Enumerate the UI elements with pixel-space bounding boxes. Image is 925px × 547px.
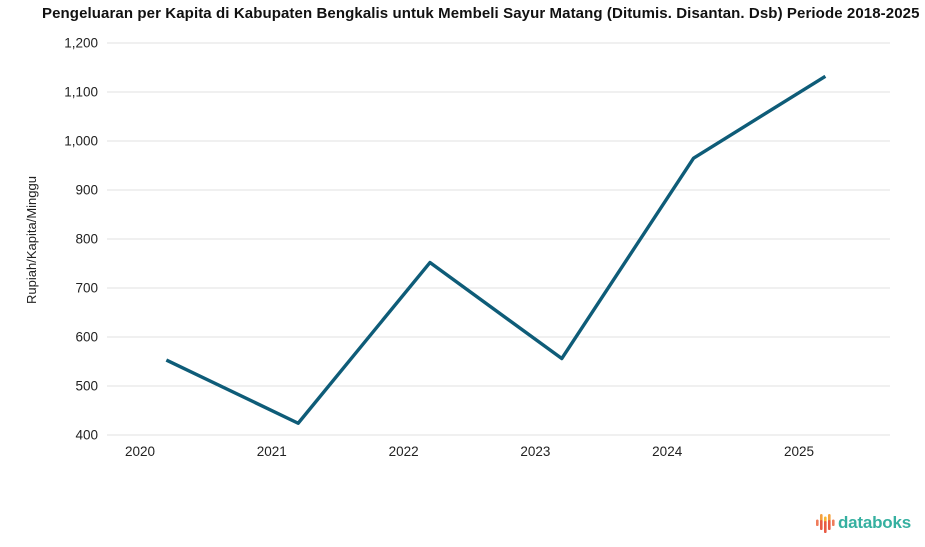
x-tick-label: 2021	[257, 444, 287, 459]
databoks-bars-icon	[815, 514, 835, 533]
data-line-series	[165, 74, 827, 425]
databoks-logo: databoks	[815, 511, 911, 535]
x-tick-label: 2024	[652, 444, 683, 459]
x-tick-label: 2022	[389, 444, 419, 459]
y-tick-label: 400	[75, 428, 98, 443]
chart-title: Pengeluaran per Kapita di Kabupaten Beng…	[42, 5, 920, 22]
y-tick-label: 800	[75, 232, 98, 247]
x-tick-label: 2020	[125, 444, 155, 459]
y-tick-label: 700	[75, 281, 98, 296]
databoks-logo-text: databoks	[837, 513, 911, 532]
y-tick-label: 900	[75, 183, 98, 198]
x-tick-label: 2025	[784, 444, 814, 459]
y-tick-label: 1,200	[64, 36, 98, 51]
y-tick-label: 600	[75, 330, 98, 345]
x-tick-label: 2023	[520, 444, 550, 459]
y-tick-label: 1,000	[64, 134, 98, 149]
y-tick-label: 500	[75, 379, 98, 394]
y-tick-label: 1,100	[64, 85, 98, 100]
